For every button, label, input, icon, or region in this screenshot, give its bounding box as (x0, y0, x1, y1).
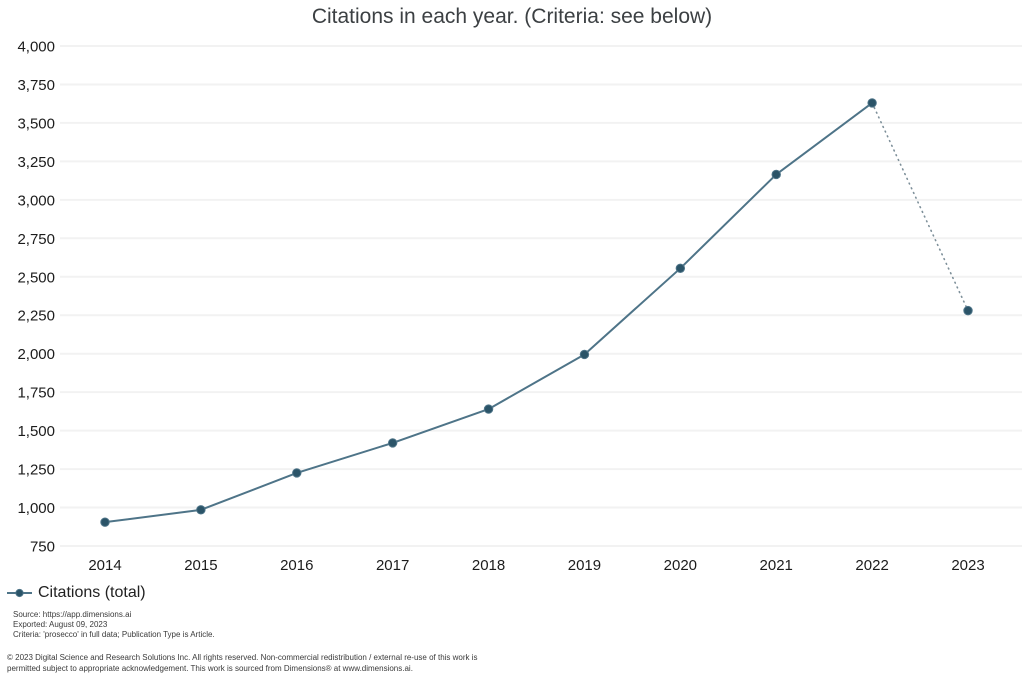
data-point-2020[interactable] (675, 263, 686, 274)
copyright-line-2: permitted subject to appropriate acknowl… (7, 663, 413, 673)
chart-source-notes: Source: https://app.dimensions.ai Export… (13, 610, 215, 640)
x-axis-tick-label: 2018 (472, 557, 505, 574)
copyright-line-1: © 2023 Digital Science and Research Solu… (7, 653, 478, 662)
legend-citations-total[interactable]: Citations (total) (6, 584, 146, 602)
x-axis-tick-label: 2015 (184, 557, 217, 574)
y-axis-tick-label: 3,750 (17, 77, 55, 94)
x-axis-tick-label: 2014 (88, 557, 121, 574)
y-axis-tick-label: 1,750 (17, 385, 55, 402)
data-point-2015[interactable] (196, 505, 206, 515)
y-axis-tick-label: 3,000 (17, 192, 55, 209)
data-point-2019[interactable] (579, 349, 590, 360)
series-dotted-segment (871, 102, 969, 312)
data-point-2023[interactable] (963, 305, 973, 316)
y-axis-tick-label: 2,250 (17, 308, 55, 325)
y-axis-tick-label: 1,250 (17, 462, 55, 479)
data-point-2017[interactable] (387, 438, 398, 448)
y-axis-tick-label: 2,750 (17, 231, 55, 248)
y-axis-tick-label: 3,250 (17, 154, 55, 171)
chart-title: Citations in each year. (Criteria: see b… (311, 5, 713, 28)
x-axis-tick-label: 2021 (760, 557, 793, 574)
y-axis-tick-label: 4,000 (17, 39, 55, 56)
legend-line-dot-icon (7, 588, 32, 598)
exported-line: Exported: August 09, 2023 (13, 620, 108, 629)
series-line (104, 102, 873, 524)
x-axis-tick-label: 2020 (664, 557, 697, 574)
x-axis-tick-label: 2022 (855, 557, 888, 574)
data-point-2016[interactable] (292, 468, 302, 478)
source-line: Source: https://app.dimensions.ai (13, 610, 132, 619)
legend-label: Citations (total) (38, 584, 146, 601)
data-point-2014[interactable] (100, 517, 110, 527)
y-axis-tick-label: 2,500 (17, 269, 55, 286)
y-axis-tick-label: 1,500 (17, 423, 55, 440)
criteria-line: Criteria: 'prosecco' in full data; Publi… (13, 630, 215, 639)
x-axis-tick-label: 2017 (376, 557, 409, 574)
y-axis-tick-label: 750 (30, 539, 55, 556)
y-axis-tick-label: 3,500 (17, 115, 55, 132)
data-point-2022[interactable] (867, 98, 877, 108)
data-point-2021[interactable] (771, 169, 781, 180)
y-axis-tick-label: 1,000 (17, 500, 55, 517)
data-point-2018[interactable] (483, 404, 494, 414)
x-axis-tick-label: 2019 (568, 557, 601, 574)
y-axis-tick-label: 2,000 (17, 346, 55, 363)
copyright-notice: © 2023 Digital Science and Research Solu… (7, 653, 478, 674)
x-axis-tick-label: 2023 (951, 557, 984, 574)
x-axis-tick-label: 2016 (280, 557, 313, 574)
